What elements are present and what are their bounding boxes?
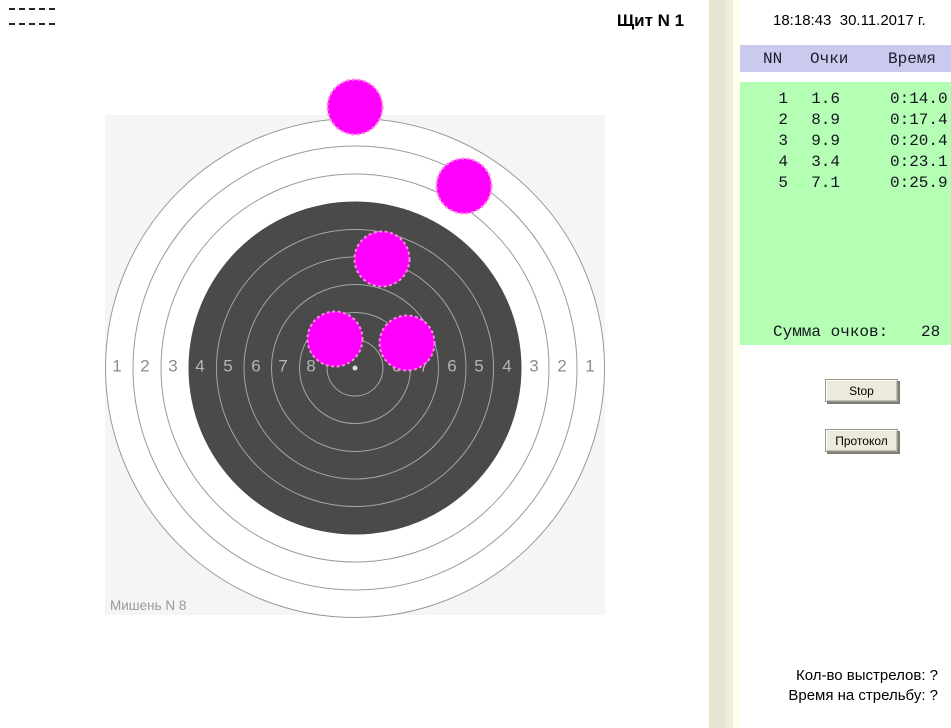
table-row: 3 9.9 0:20.4 — [740, 131, 951, 152]
dashed-lines-icon — [9, 23, 58, 25]
datetime-label: 18:18:43 30.11.2017 г. — [773, 12, 926, 29]
ring-number: 2 — [557, 357, 566, 376]
shots-count-label: Кол-во выстрелов: ? — [795, 667, 938, 684]
ring-number: 3 — [168, 357, 177, 376]
ring-number: 8 — [306, 357, 315, 376]
cell-nn: 5 — [778, 174, 788, 192]
target-ring-circle — [271, 284, 439, 452]
cell-score: 9.9 — [811, 132, 840, 150]
cell-score: 8.9 — [811, 111, 840, 129]
sum-row: Сумма очков: 28 — [740, 322, 951, 343]
board-title: Щит N 1 — [616, 11, 685, 30]
cell-nn: 3 — [778, 132, 788, 150]
cell-score: 3.4 — [811, 153, 840, 171]
cell-nn: 4 — [778, 153, 788, 171]
score-table-header: NN Очки Время — [740, 45, 951, 72]
cell-time: 0:20.4 — [890, 132, 948, 150]
ring-number: 7 — [419, 357, 428, 376]
target-ring-circle — [160, 173, 550, 563]
target-ring-circle — [216, 229, 494, 507]
ring-number: 5 — [474, 357, 483, 376]
cell-time: 0:17.4 — [890, 111, 948, 129]
target-ring-circle — [132, 145, 578, 591]
cell-nn: 2 — [778, 111, 788, 129]
ring-number: 6 — [447, 357, 456, 376]
target-caption: Мишень N 8 — [110, 598, 186, 613]
shoot-time-label: Время на стрельбу: ? — [788, 687, 938, 704]
ring-number: 4 — [195, 357, 204, 376]
panel-divider — [709, 0, 726, 728]
ring-numbers: 1 2 3 4 5 6 7 8 8 7 6 5 4 3 2 1 — [112, 357, 594, 376]
sum-label: Сумма очков: — [773, 323, 889, 341]
ring-number: 4 — [502, 357, 511, 376]
cell-time: 0:14.0 — [890, 90, 948, 108]
panel-divider-edge — [733, 0, 740, 728]
table-row: 2 8.9 0:17.4 — [740, 110, 951, 131]
stop-button[interactable]: Stop — [825, 379, 898, 402]
shot-marker — [353, 230, 411, 288]
ring-number: 6 — [251, 357, 260, 376]
shot-marker — [306, 310, 364, 368]
shot-marker — [378, 314, 436, 372]
target-graphic: 1 2 3 4 5 6 7 8 8 7 6 5 4 3 2 1 Мишень N… — [105, 78, 605, 618]
cell-score: 1.6 — [811, 90, 840, 108]
shot-marker — [326, 78, 384, 136]
column-header-time: Время — [888, 50, 937, 68]
column-header-nn: NN — [763, 50, 783, 68]
cell-time: 0:23.1 — [890, 153, 948, 171]
table-row: 5 7.1 0:25.9 — [740, 173, 951, 194]
ring-number: 1 — [585, 357, 594, 376]
shot-marker — [435, 157, 493, 215]
target-center-dot — [352, 365, 358, 371]
score-table-body: 1 1.6 0:14.0 2 8.9 0:17.4 3 9.9 0:20.4 4… — [740, 82, 951, 345]
dashed-lines-icon — [9, 8, 58, 10]
shots-layer — [306, 78, 493, 372]
ring-number: 7 — [278, 357, 287, 376]
ring-number: 1 — [112, 357, 121, 376]
panel-divider-highlight — [726, 0, 733, 728]
table-row: 1 1.6 0:14.0 — [740, 89, 951, 110]
sum-value: 28 — [921, 323, 941, 341]
cell-nn: 1 — [778, 90, 788, 108]
cell-score: 7.1 — [811, 174, 840, 192]
cell-time: 0:25.9 — [890, 174, 948, 192]
ring-number: 3 — [529, 357, 538, 376]
table-row: 4 3.4 0:23.1 — [740, 152, 951, 173]
ring-number: 5 — [223, 357, 232, 376]
protocol-button[interactable]: Протокол — [825, 429, 898, 452]
column-header-score: Очки — [810, 50, 849, 68]
ring-number: 2 — [140, 357, 149, 376]
